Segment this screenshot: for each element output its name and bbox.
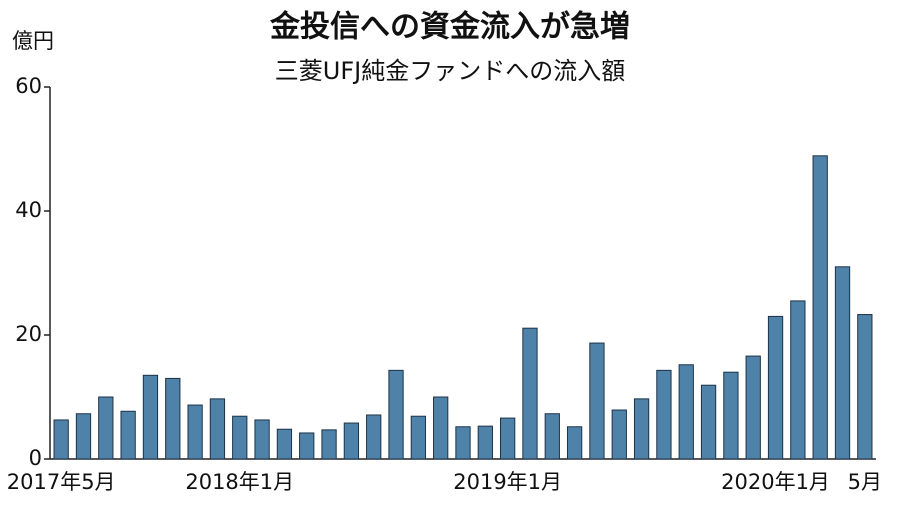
bar — [857, 314, 873, 460]
bar — [120, 410, 136, 460]
bar — [254, 419, 270, 460]
bar — [142, 374, 159, 460]
bar — [633, 398, 650, 460]
x-tick-label: 2019年1月 — [453, 470, 562, 494]
bar — [53, 419, 69, 460]
bar — [388, 369, 404, 460]
bar — [700, 384, 717, 460]
y-unit: 億円 — [12, 29, 54, 53]
bar — [589, 342, 605, 460]
bar — [566, 426, 583, 460]
y-tick-label: 20 — [15, 322, 42, 346]
bar — [477, 425, 493, 460]
bar — [500, 417, 516, 460]
x-tick-label: 2017年5月 — [7, 470, 116, 494]
x-tick-label: 2020年1月 — [721, 470, 830, 494]
bar — [767, 315, 784, 460]
y-tick-label: 60 — [15, 74, 42, 98]
bar — [745, 355, 761, 460]
bar — [276, 428, 293, 460]
y-tick-label: 40 — [15, 198, 42, 222]
bar — [366, 414, 382, 460]
bar — [209, 398, 226, 460]
bar — [433, 396, 449, 460]
bar — [678, 364, 694, 460]
chart-subtitle: 三菱UFJ純金ファンドへの流入額 — [275, 57, 625, 85]
bar — [299, 432, 315, 460]
y-tick-label: 0 — [29, 446, 42, 470]
chart-title: 金投信への資金流入が急増 — [269, 10, 630, 45]
bar — [165, 377, 181, 460]
bar — [232, 415, 248, 460]
bar — [544, 413, 560, 460]
bar — [321, 429, 337, 460]
bar — [455, 426, 471, 460]
bar — [187, 404, 203, 460]
bar — [75, 413, 92, 460]
bar — [834, 266, 851, 460]
bar — [410, 415, 426, 460]
bar — [790, 300, 806, 460]
bar — [522, 327, 538, 460]
bar — [98, 396, 114, 460]
bar — [656, 369, 672, 460]
x-tick-label: 2018年1月 — [185, 470, 294, 494]
bar — [611, 409, 627, 460]
bar — [723, 371, 739, 460]
bar — [343, 422, 360, 460]
x-tick-label: 5月 — [848, 470, 882, 494]
bar — [812, 155, 828, 460]
